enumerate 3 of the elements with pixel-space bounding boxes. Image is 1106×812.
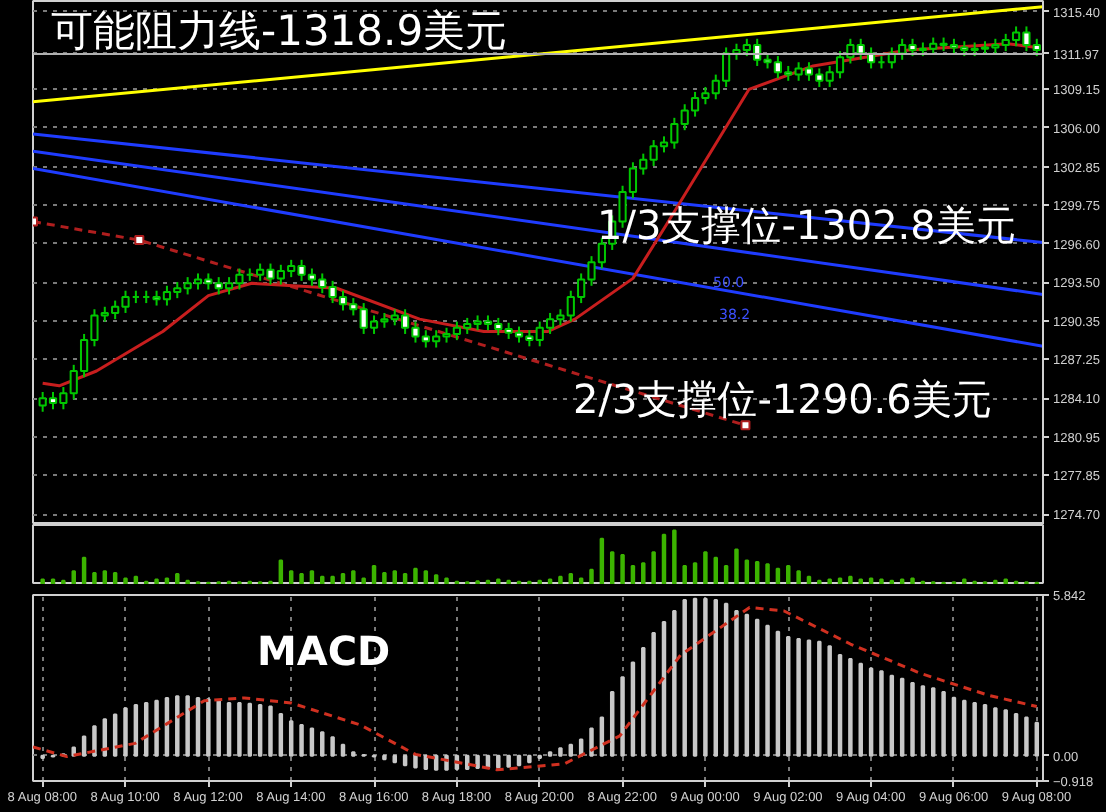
annotation: MACD <box>257 627 391 675</box>
annotation: 2/3支撑位-1290.6美元 <box>573 375 992 423</box>
annotation: 可能阻力线-1318.9美元 <box>51 7 508 55</box>
